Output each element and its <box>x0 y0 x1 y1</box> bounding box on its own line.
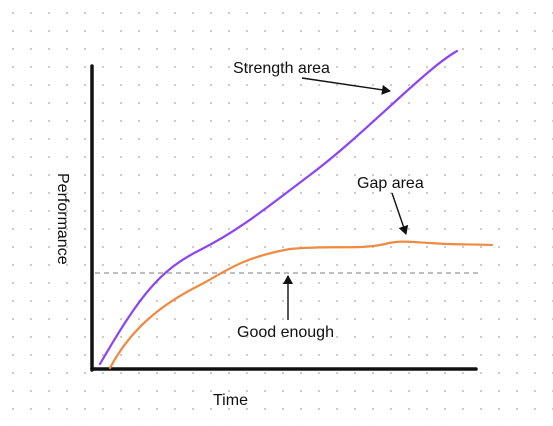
strength-arrow <box>301 77 391 95</box>
strength-curve <box>98 49 459 366</box>
good-enough-label: Good enough <box>237 324 334 341</box>
x-axis-label: Time <box>213 392 248 409</box>
gap-arrow <box>391 192 409 235</box>
strength-area-label: Strength area <box>233 60 330 77</box>
gap-area-label: Gap area <box>357 175 424 192</box>
gap-curve <box>108 240 494 370</box>
y-axis-label: Performance <box>54 173 71 265</box>
